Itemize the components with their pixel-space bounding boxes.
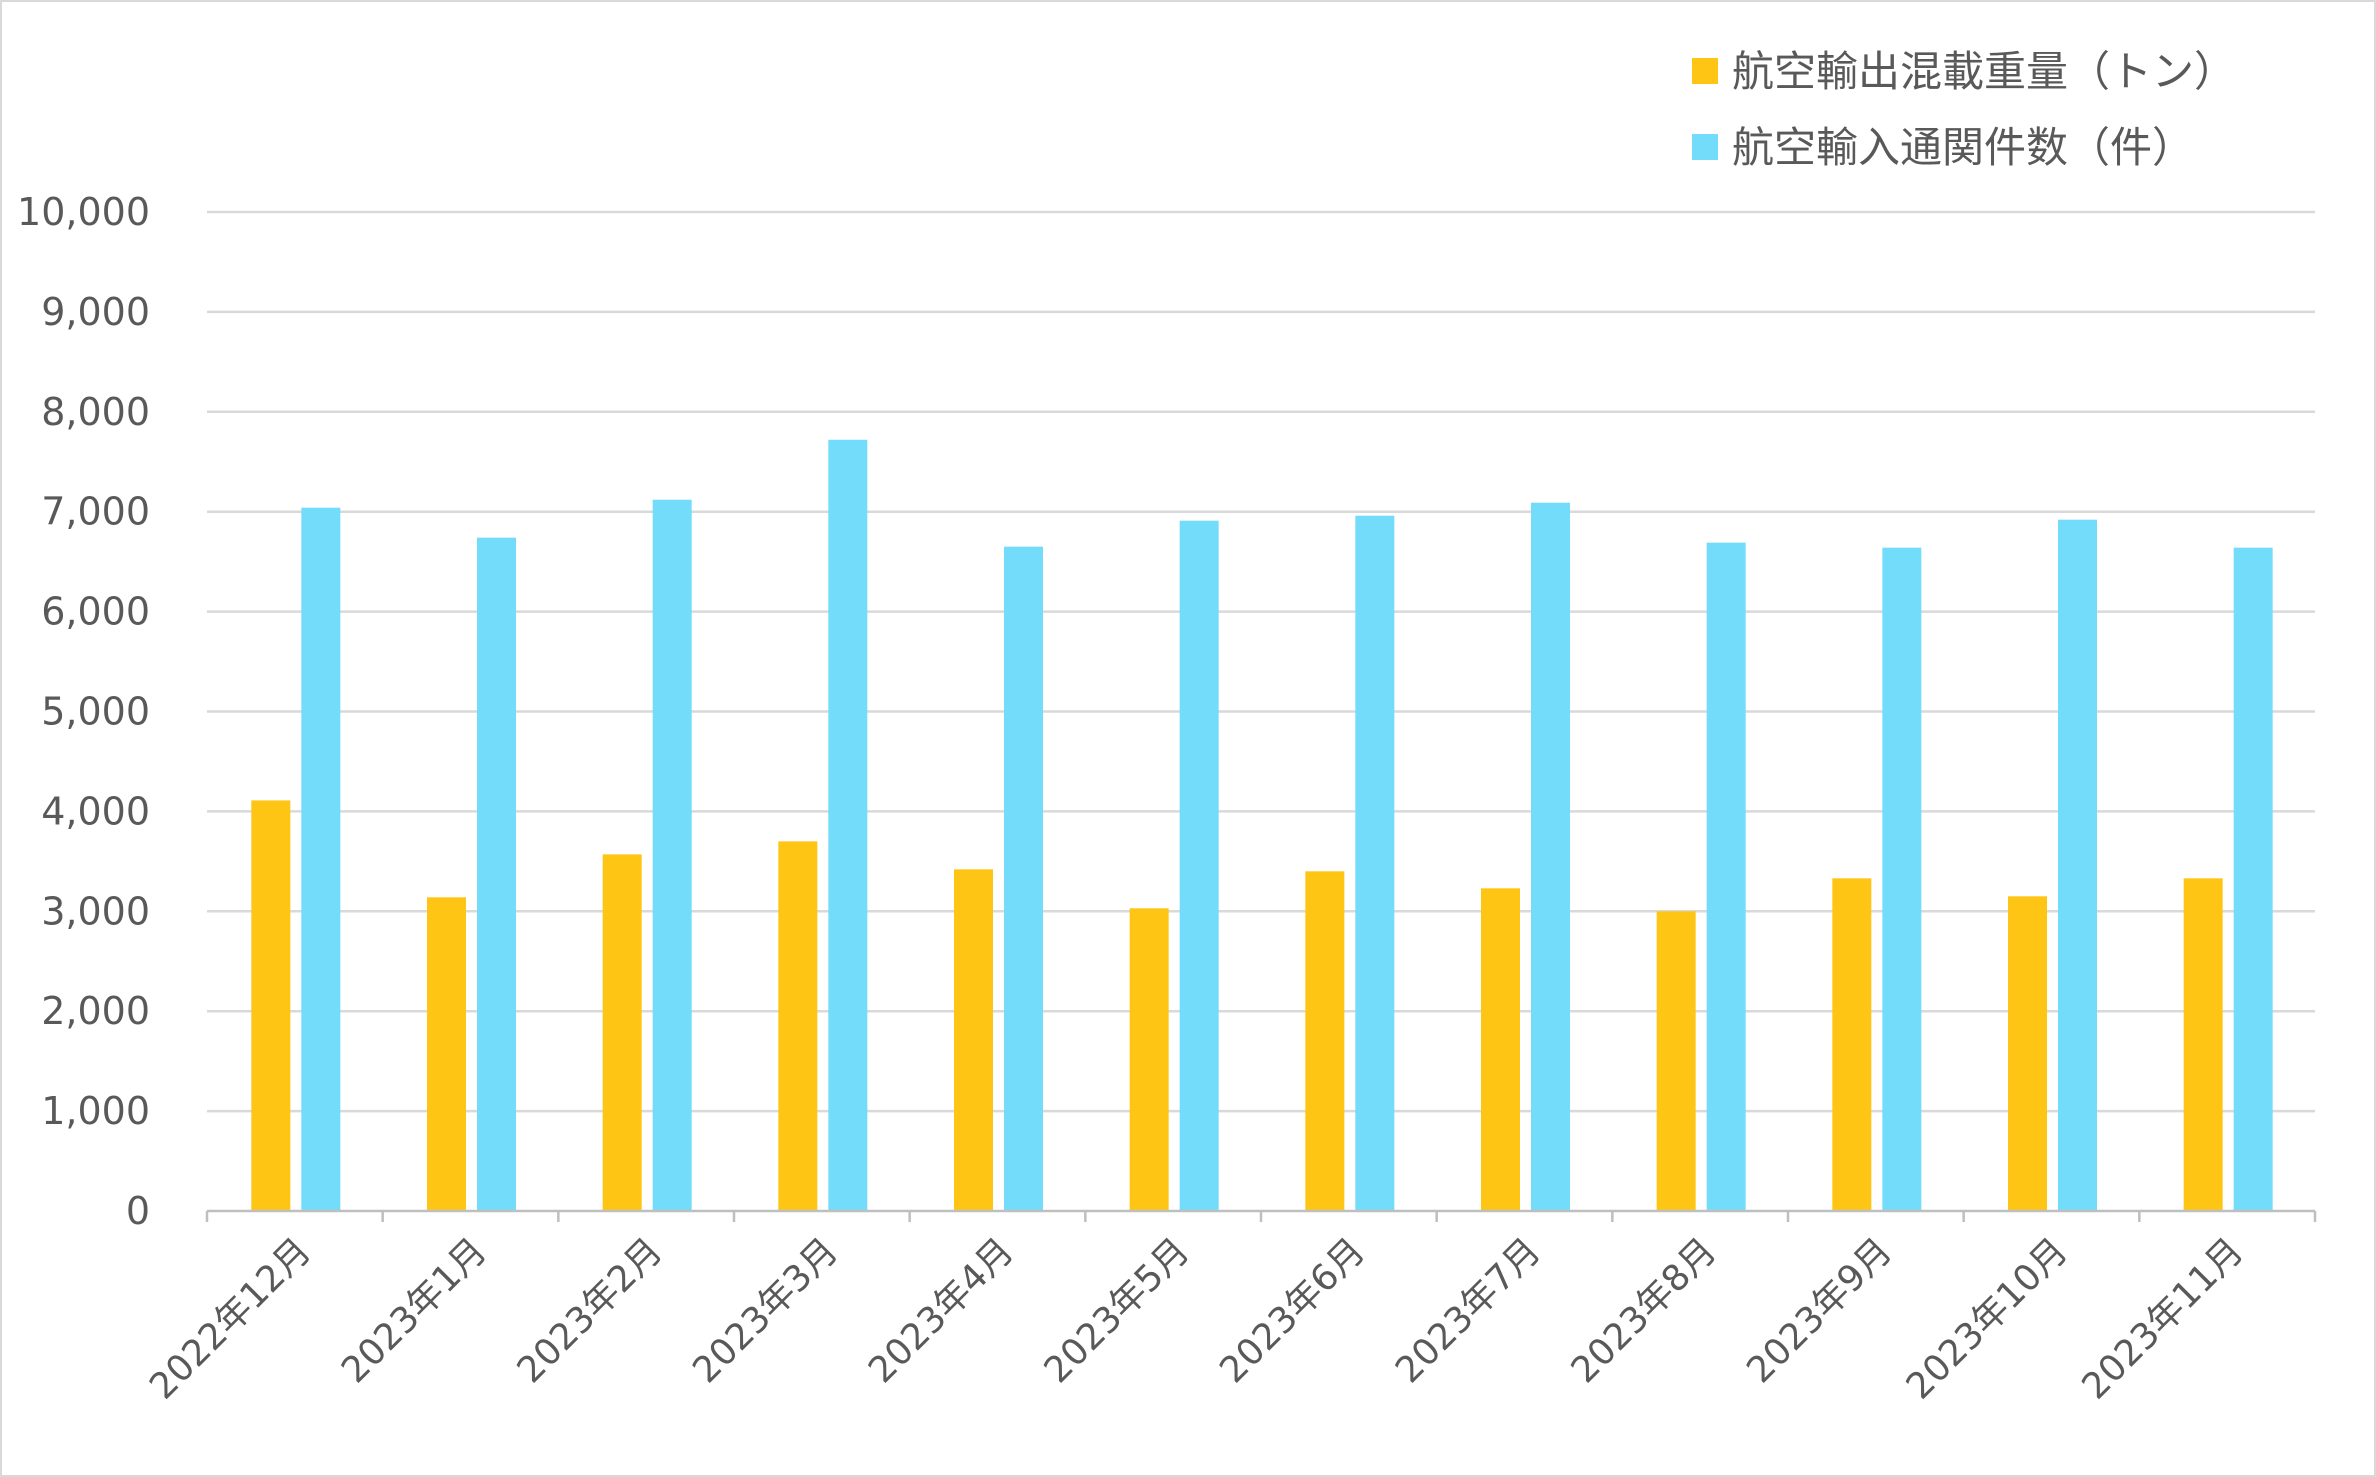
bar-series-1-10 [1832, 878, 1872, 1211]
y-tick-label: 10,000 [17, 190, 150, 234]
bar-series-2-1 [301, 507, 341, 1212]
y-tick-label: 0 [126, 1189, 150, 1233]
x-tick-label: 2023年11月 [2074, 1230, 2251, 1407]
gridlines [207, 210, 2315, 1113]
y-tick-label: 9,000 [41, 290, 150, 334]
bar-series-1-5 [954, 869, 993, 1211]
legend-label-1: 航空輸出混載重量（トン） [1732, 47, 2236, 96]
x-tick-label: 2023年5月 [1037, 1230, 1198, 1391]
x-tick-label: 2023年2月 [510, 1230, 671, 1391]
y-tick-label: 5,000 [41, 690, 150, 734]
bar-series-2-11 [2058, 519, 2097, 1211]
y-tick-label: 1,000 [41, 1089, 150, 1133]
bar-series-1-12 [2183, 878, 2223, 1211]
x-tick-label: 2023年4月 [861, 1230, 1022, 1391]
bar-series-1-7 [1305, 871, 1345, 1211]
bar-series-2-7 [1355, 515, 1395, 1211]
bars [251, 439, 2273, 1212]
x-tick-label: 2023年1月 [334, 1230, 495, 1391]
legend-swatch-2 [1692, 134, 1718, 160]
x-tick-label: 2023年7月 [1388, 1230, 1549, 1391]
x-axis [205, 1209, 2317, 1222]
bar-series-2-6 [1179, 520, 1219, 1211]
bar-series-2-9 [1706, 542, 1746, 1211]
bar-series-2-10 [1882, 547, 1922, 1211]
x-tick-label: 2023年6月 [1212, 1230, 1373, 1391]
y-tick-label: 8,000 [41, 390, 150, 434]
x-tick-label: 2022年12月 [142, 1230, 319, 1407]
legend-swatch-1 [1692, 58, 1718, 84]
y-axis-tick-labels: 0 1,000 2,000 3,000 4,000 5,000 6,000 7,000 8,00… [17, 190, 150, 1233]
legend: 航空輸出混載重量（トン） 航空輸入通関件数（件） [1692, 47, 2236, 172]
bar-series-2-8 [1531, 502, 1570, 1212]
bar-series-1-4 [778, 841, 818, 1211]
bar-series-2-4 [828, 439, 868, 1212]
y-tick-label: 3,000 [41, 889, 150, 933]
bar-series-1-1 [251, 800, 291, 1211]
bar-series-2-2 [477, 537, 516, 1211]
y-tick-label: 7,000 [41, 490, 150, 534]
bar-series-2-5 [1004, 546, 1043, 1211]
x-tick-label: 2023年10月 [1899, 1230, 2076, 1407]
bar-series-2-12 [2233, 547, 2273, 1211]
legend-label-2: 航空輸入通関件数（件） [1732, 123, 2194, 172]
y-tick-label: 4,000 [41, 789, 150, 833]
y-tick-label: 2,000 [41, 989, 150, 1033]
x-tick-label: 2023年9月 [1739, 1230, 1900, 1391]
bar-series-1-9 [1656, 911, 1696, 1211]
bar-series-1-11 [2008, 896, 2047, 1211]
y-tick-label: 6,000 [41, 590, 150, 634]
x-tick-label: 2023年8月 [1564, 1230, 1725, 1391]
bar-series-1-2 [427, 897, 466, 1211]
bar-series-1-8 [1481, 888, 1520, 1211]
x-axis-tick-labels: 2022年12月 2023年1月 2023年2月 2023年3月 2023年4月 2023… [142, 1230, 2251, 1407]
bar-series-1-3 [602, 854, 642, 1211]
bar-series-2-3 [652, 499, 692, 1211]
bar-series-1-6 [1129, 908, 1169, 1211]
x-tick-label: 2023年3月 [685, 1230, 846, 1391]
